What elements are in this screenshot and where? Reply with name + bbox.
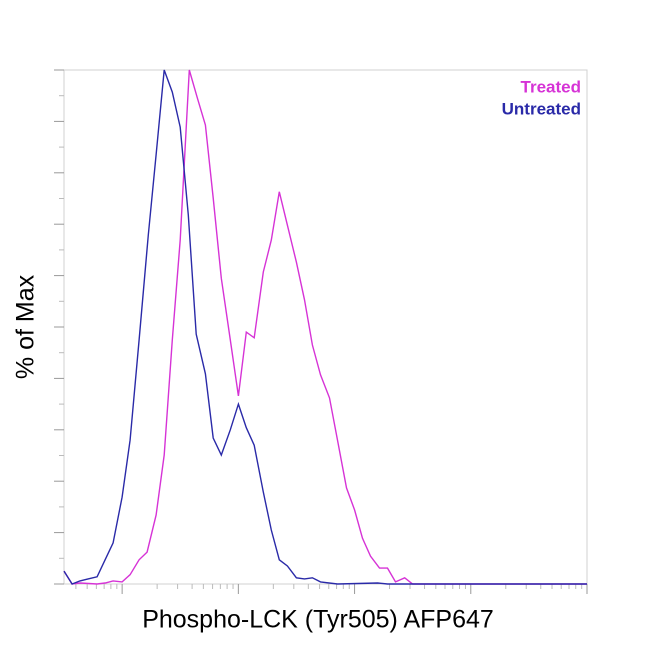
x-axis-label: Phospho-LCK (Tyr505) AFP647 [142,606,494,634]
plot-frame [63,69,588,585]
series-line [63,69,587,585]
series-line [63,69,587,585]
legend-label: Untreated [502,99,581,118]
legend-label: Treated [521,77,581,96]
y-axis-label: % of Max [12,274,40,379]
